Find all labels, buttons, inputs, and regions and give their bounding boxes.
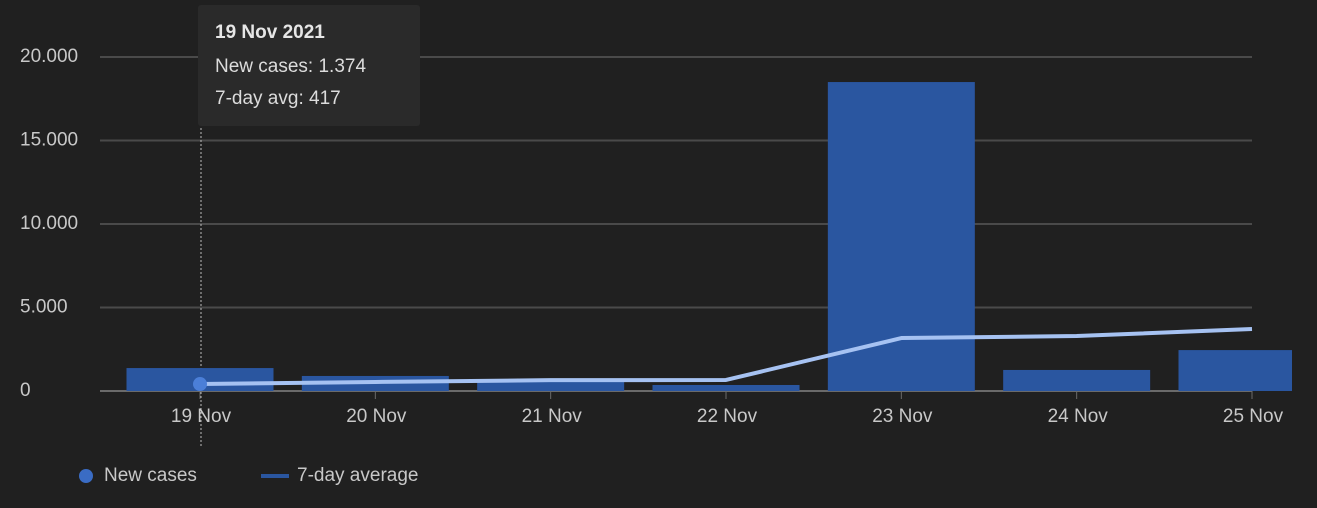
x-tick-label: 23 Nov [872,406,933,427]
bar [477,380,625,391]
bar [1003,369,1151,391]
tooltip-box [198,5,420,126]
tooltip-line: New cases: 1.374 [215,56,366,77]
tooltip-line: 7-day avg: 417 [215,88,341,109]
tooltip-title: 19 Nov 2021 [215,22,325,43]
y-tick-label: 20.000 [20,46,78,67]
labels: 0 5.000 10.000 15.000 20.000 19 Nov 20 Nov 21 N… [20,46,1284,427]
tooltip: 19 Nov 2021 New cases: 1.374 7-day avg: … [198,5,420,126]
x-tick-label: 22 Nov [697,406,758,427]
legend-label: New cases [104,465,197,486]
legend-marker [79,469,93,483]
line [199,327,1253,387]
legend-label: 7-day average [297,465,418,486]
bars [126,82,1292,392]
x-tick-label: 24 Nov [1048,406,1109,427]
y-tick-label: 5.000 [20,297,68,318]
lines [193,327,1253,392]
legend: New cases 7-day average [79,465,418,486]
x-tick-label: 20 Nov [346,406,407,427]
bar [1178,350,1292,391]
bar [652,384,800,391]
y-tick-label: 15.000 [20,130,78,151]
hover-point [193,377,207,392]
x-tick-label: 19 Nov [171,406,232,427]
y-tick-label: 10.000 [20,213,78,234]
x-tick-label: 25 Nov [1223,406,1284,427]
bar [827,82,975,392]
y-tick-label: 0 [20,380,31,401]
x-tick-label: 21 Nov [522,406,583,427]
